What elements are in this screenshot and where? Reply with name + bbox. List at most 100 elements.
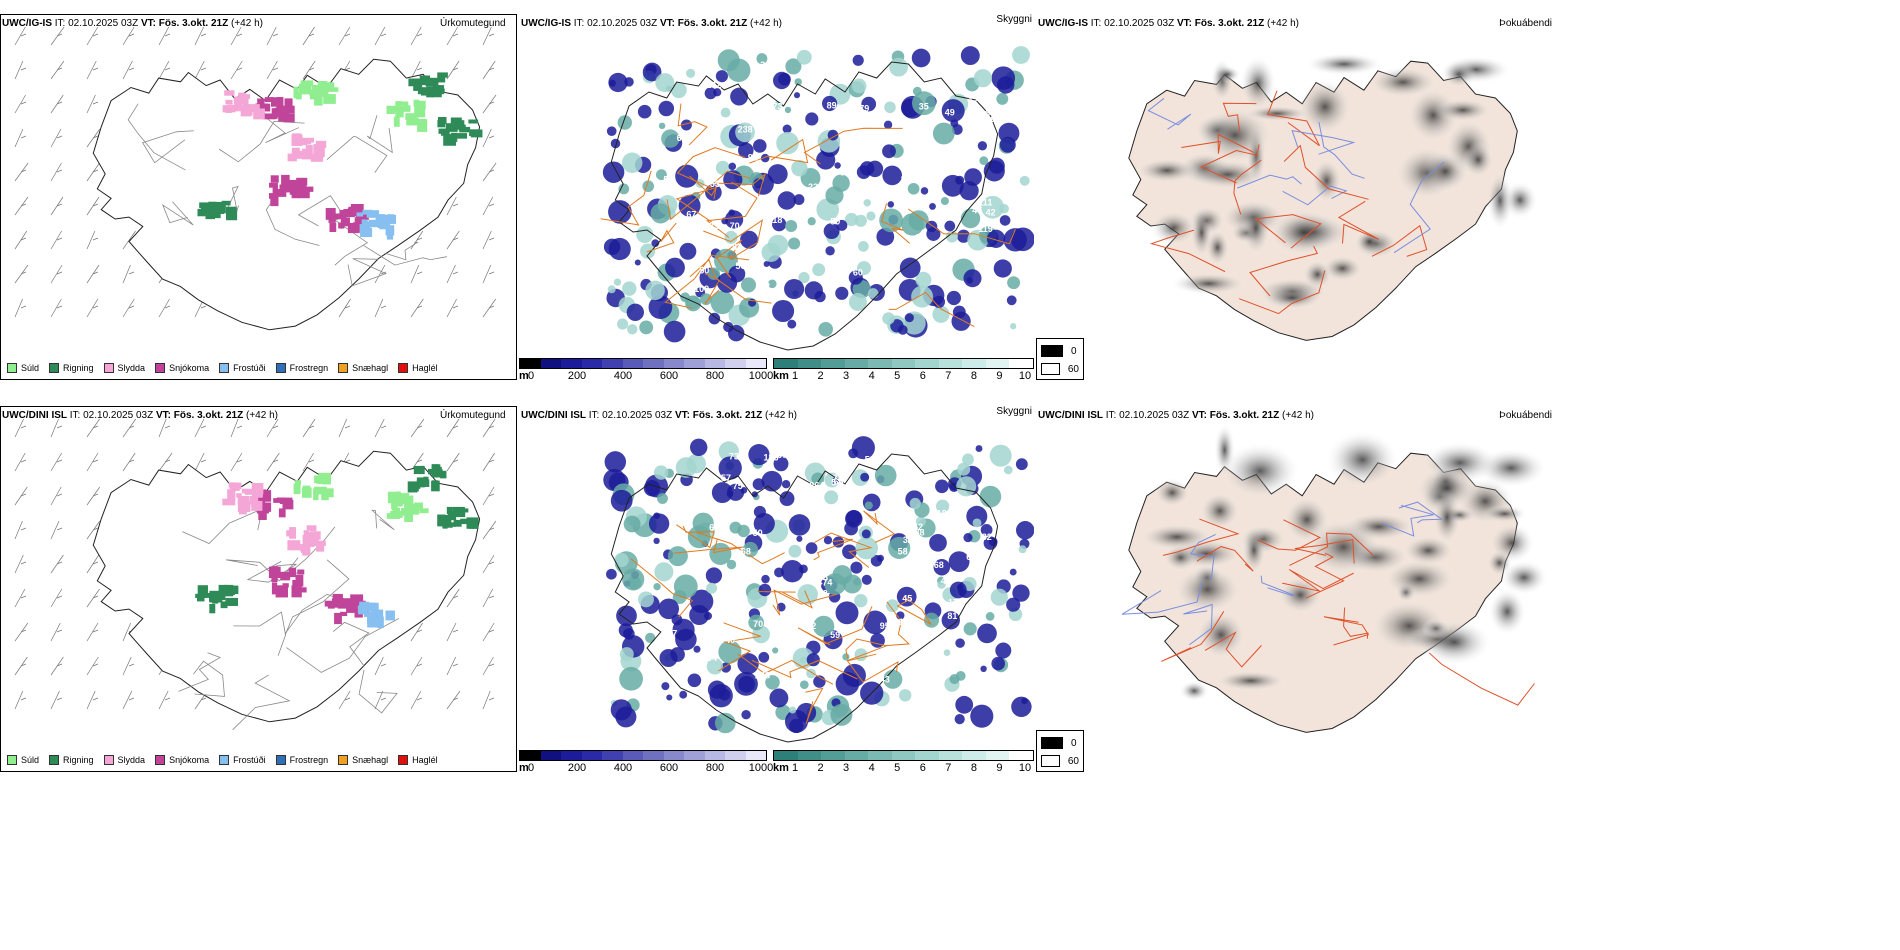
panel-title-visibility-top: UWC/IG-IS IT: 02.10.2025 03Z VT: Fös. 3.… [521,18,782,29]
legend-label: Slydda [117,363,146,373]
colorbar-tick: 5 [894,762,901,772]
cloud-base-label: 50 [736,261,746,271]
precip-type-panel-top: Súld Rigning Slydda Snjókoma Frostúði Fr… [0,14,517,380]
colorbar-tick: 3 [843,370,850,380]
colorbar-tick: 8 [970,762,977,772]
cloud-base-label: 95 [880,621,890,631]
colorbar-tick: 7 [945,762,952,772]
cloud-base-label: 76 [940,68,950,78]
fog-legend-label: 0 [1071,737,1077,749]
legend-item-hagel: Haglél [398,755,438,765]
cloudbase-ticks-top: 0 200 400 600 800 1000 [528,370,773,380]
visibility-field [602,46,1034,343]
cloud-base-label: 88 [818,573,828,583]
colorbar-tick: 4 [868,762,875,772]
cloud-base-label: 67 [777,450,787,460]
colorbar-tick: 1 [791,762,799,772]
colorbar-tick: 2 [817,762,824,772]
precip-map-bottom [14,418,497,731]
cloud-base-label: 66 [966,552,976,562]
cloud-base-label: 112 [917,547,932,557]
fog-legend-label: 60 [1067,755,1079,767]
legend-item-rigning: Rigning [49,363,94,373]
cloud-base-label: 62 [806,621,816,631]
precip-map-top [14,26,497,331]
cloud-base-label: 45 [972,206,982,216]
cloud-base-label: 70 [753,619,763,629]
cloud-base-label: 42 [986,208,996,218]
cloud-base-label: 48 [726,191,736,201]
colorbar-tick: 400 [613,370,633,380]
cloud-base-label: 45 [760,279,770,289]
visibility-ticks-bottom: 1 2 3 4 5 6 7 8 9 10 [791,762,1031,772]
legend-label: Snæhagl [352,363,389,373]
cloudbase-colorbar-top [519,358,767,369]
cloud-base-label: 58 [939,667,949,677]
panel-type-precip-top: Úrkomutegund [440,18,506,29]
legend-label: Snjókoma [169,363,210,373]
colorbar-tick: 200 [567,370,587,380]
panel-title-precip-top: UWC/IG-IS IT: 02.10.2025 03Z VT: Fös. 3.… [2,18,263,29]
cloud-base-label: 57 [831,478,841,488]
legend-label: Rigning [63,363,94,373]
panel-type-visibility-bottom: Skyggni [996,406,1032,417]
cloudbase-unit-bottom: m [519,762,529,772]
cloud-base-label: 144 [978,116,993,126]
cloud-base-label: 126 [968,96,983,106]
cloud-base-label: 46 [933,249,943,259]
legend-item-frostregn: Frostregn [275,755,329,765]
fog-legend-label: 0 [1071,345,1077,357]
legend-item-hagel: Haglél [398,363,438,373]
cloud-base-label: 57 [971,670,981,680]
cloud-base-label: 49 [871,596,881,606]
cloud-base-label: 82 [732,242,742,252]
cloud-base-label: 38 [760,60,770,70]
cloud-base-label: 49 [945,108,955,118]
cloud-base-label: 59 [830,630,840,640]
cloud-base-label: 118 [768,215,783,225]
cloud-base-label: 176 [948,598,963,608]
cloud-base-label: 111 [699,163,713,173]
cloud-base-label: 119 [978,224,993,234]
colorbar-tick: 6 [919,762,926,772]
iceland-outline [610,61,999,351]
colorbar-tick: 9 [996,370,1003,380]
visibility-unit-top: km [773,370,789,380]
legend-label: Frostregn [289,755,329,765]
legend-item-slydda: Slydda [103,363,146,373]
cloud-base-label: 58 [898,546,908,556]
visibility-panel-bottom: UWC/DINI ISL IT: 02.10.2025 03Z VT: Fös.… [519,406,1034,772]
cloud-base-label: 43 [880,675,890,685]
cloud-base-label: 59 [883,267,893,277]
cloud-base-label: 67 [686,210,696,220]
cloud-base-label: 91 [886,259,896,269]
visibility-colorbar-top [773,358,1034,369]
fog-shading [1139,423,1549,702]
legend-label: Rigning [63,755,94,765]
legend-item-slydda: Slydda [103,755,145,765]
cloud-base-label: 45 [902,593,912,603]
cloud-base-label: 73 [772,101,782,111]
cloud-base-label: 72 [833,473,843,483]
colorbar-tick: 800 [705,762,725,772]
colorbar-tick: 4 [868,370,875,380]
legend-item-snjokoma: Snjókoma [155,363,209,373]
legend-label: Haglél [412,363,438,373]
cloud-base-labels: 248 474 176 74 58 264 58 47 120 112 57 68 54 45 104 56 5… [662,450,992,684]
cloud-base-label: 88 [915,528,925,538]
cloud-base-label: 60 [853,267,863,277]
cloud-base-label: 474 [817,578,832,588]
cloud-base-label: 264 [809,481,824,491]
legend-label: Súld [21,363,40,373]
cloud-base-label: 92 [748,153,758,163]
colorbar-tick: 800 [705,370,725,380]
legend-item-snjokoma: Snjókoma [155,755,209,765]
cloud-base-label: 35 [919,101,929,111]
legend-label: Snjókoma [169,755,210,765]
cloud-base-label: 324 [903,535,918,545]
cloud-base-label: 59 [962,661,972,671]
colorbar-tick: 9 [996,762,1003,772]
road-network [600,103,1016,328]
road-network [1121,501,1535,706]
cloud-base-label: 224 [808,182,823,192]
